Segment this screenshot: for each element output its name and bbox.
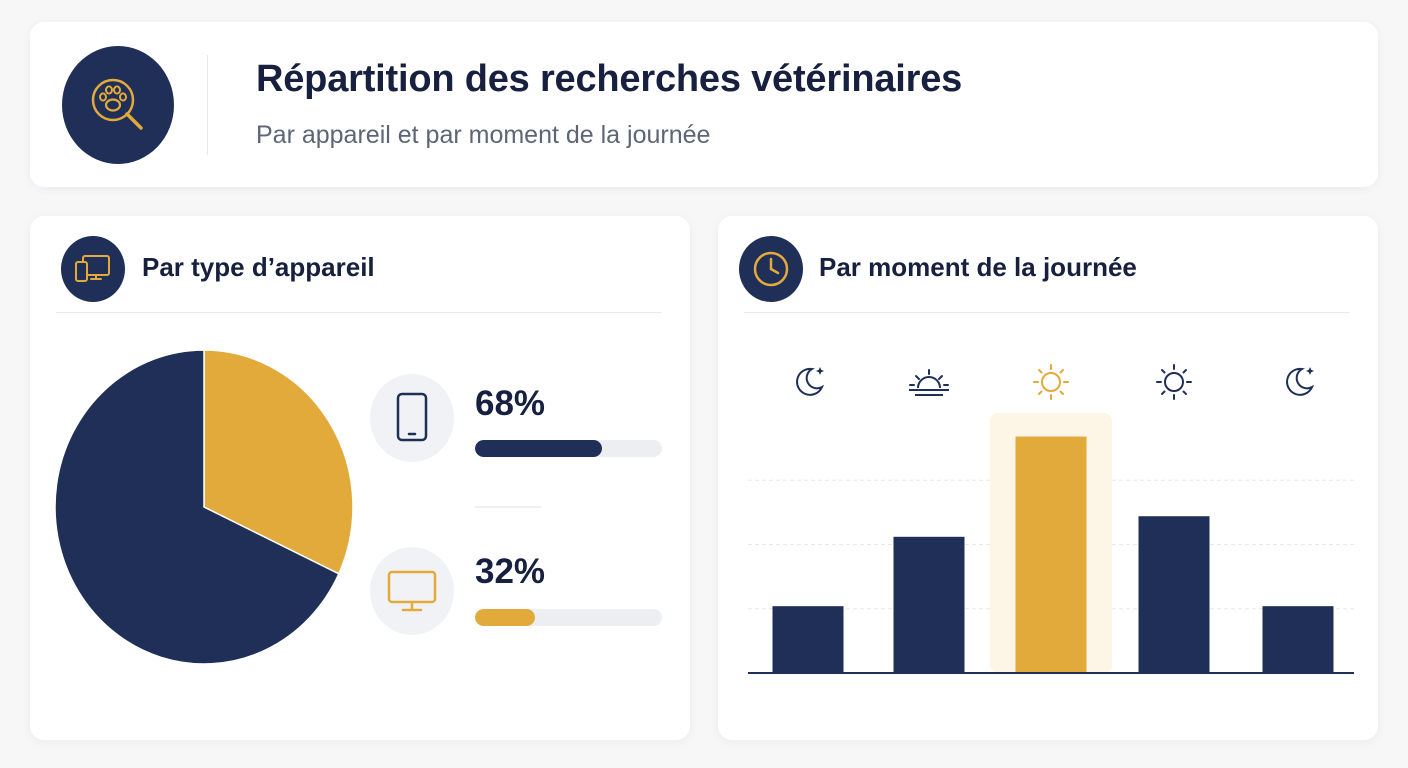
header-card: Répartition des recherches vétérinaires …: [30, 22, 1378, 187]
bar-0: [772, 606, 844, 673]
mobile-progress-track: [475, 440, 662, 457]
bar-3: [1138, 516, 1210, 673]
device-section-title: Par type d’appareil: [142, 252, 375, 282]
smartphone-icon: [370, 374, 454, 462]
pie-slice-ordinateur: [203, 349, 354, 575]
desktop-percent: 32%: [475, 552, 546, 591]
sun-icon: [1156, 364, 1192, 400]
legend-separator: [475, 506, 541, 508]
sun-icon: [1033, 364, 1069, 400]
moon-stars-icon: [796, 367, 825, 396]
pie-slice-mobile: [54, 349, 340, 665]
device-pie-chart: [54, 349, 354, 665]
mobile-percent: 68%: [475, 384, 546, 423]
time-bar-chart: [748, 364, 1354, 674]
header-divider: [207, 55, 208, 155]
time-card: Par moment de la journée: [718, 216, 1378, 740]
device-section-divider: [56, 312, 662, 313]
sunrise-icon: [909, 369, 949, 396]
paw-magnifier-icon: [62, 46, 174, 164]
bar-2: [1015, 436, 1087, 673]
desktop-progress-fill: [475, 609, 535, 626]
desktop-progress-track: [475, 609, 662, 626]
bar-1: [893, 536, 965, 673]
moon-stars-icon: [1286, 367, 1315, 396]
time-section-title: Par moment de la journée: [819, 252, 1137, 282]
clock-icon: [739, 236, 803, 302]
devices-icon: [61, 236, 125, 302]
mobile-progress-fill: [475, 440, 603, 457]
monitor-icon: [370, 547, 454, 635]
page-subtitle: Par appareil et par moment de la journée: [256, 121, 711, 149]
page-title: Répartition des recherches vétérinaires: [256, 58, 963, 100]
time-section-divider: [744, 312, 1350, 313]
bar-4: [1262, 606, 1334, 673]
device-card: Par type d’appareil 68% 32%: [30, 216, 690, 740]
